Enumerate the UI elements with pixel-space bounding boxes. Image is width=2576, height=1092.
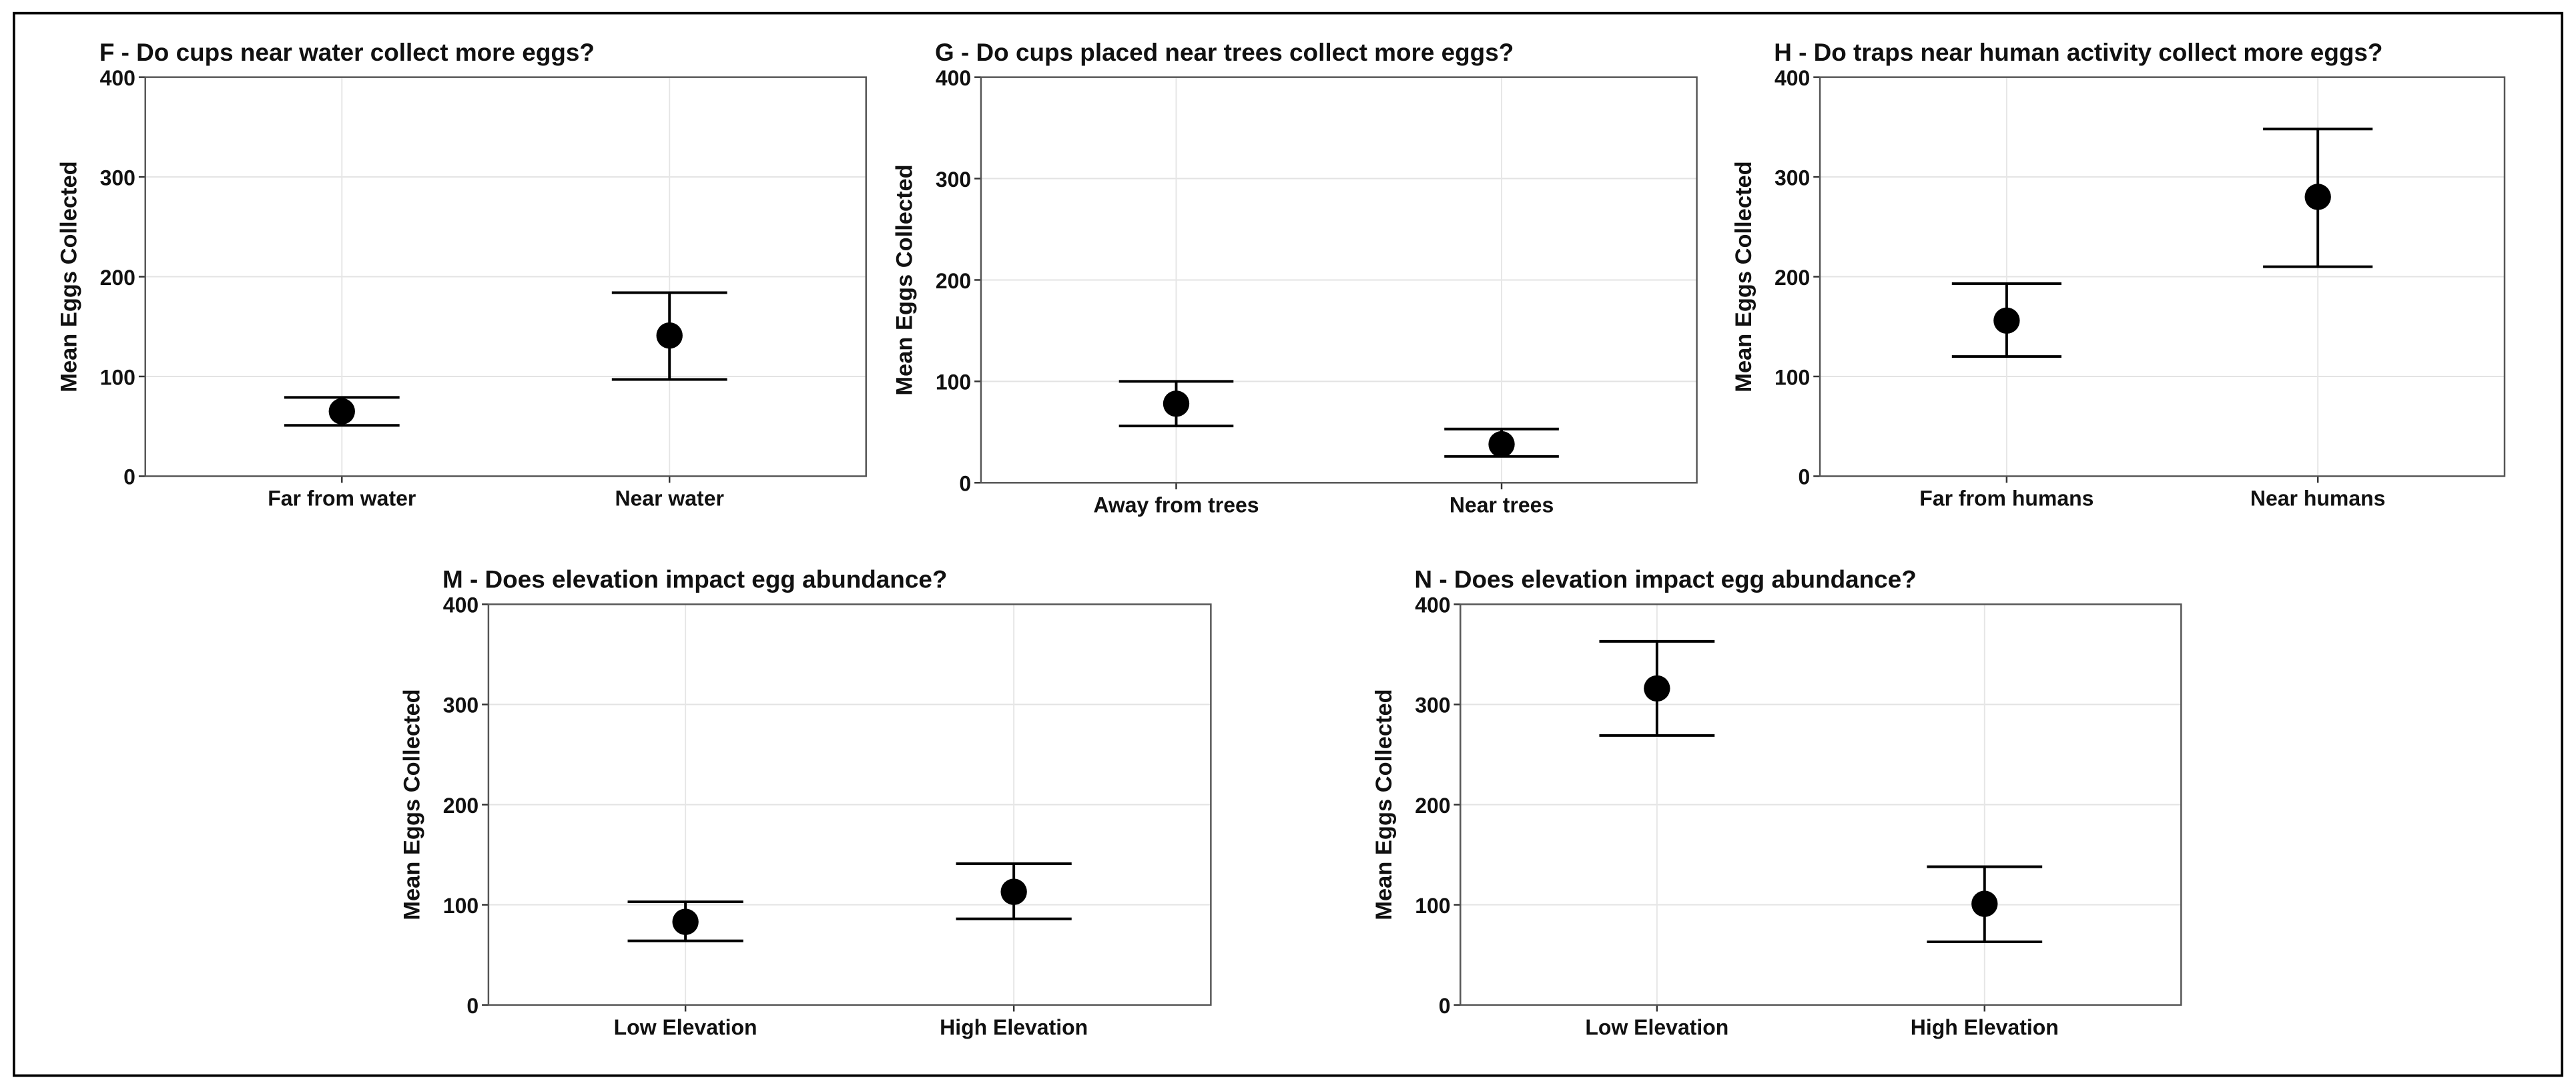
x-tick-label: Low Elevation xyxy=(1585,1015,1728,1039)
y-tick-label: 200 xyxy=(1775,266,1810,290)
y-tick-label: 100 xyxy=(443,894,478,918)
chart-title: F - Do cups near water collect more eggs… xyxy=(99,39,595,66)
mean-point xyxy=(672,908,699,935)
y-axis-label: Mean Eggs Collected xyxy=(400,689,425,920)
x-tick-label: Near water xyxy=(615,487,723,511)
y-tick-label: 200 xyxy=(443,794,478,818)
chart-panel: 0 100 200 300 400 Far from humans Near humans H… xyxy=(1731,39,2506,511)
y-tick-label: 300 xyxy=(1775,166,1810,190)
y-tick-label: 300 xyxy=(1415,694,1450,718)
y-tick-label: 0 xyxy=(1799,465,1811,489)
y-tick-label: 200 xyxy=(936,269,971,293)
mean-point xyxy=(2304,184,2331,210)
mean-point xyxy=(1971,890,1998,917)
y-tick-label: 200 xyxy=(1415,794,1450,818)
chart-panel: 0 100 200 300 400 Low Elevation High Elevation… xyxy=(1371,566,2182,1039)
y-tick-label: 300 xyxy=(443,694,478,718)
chart-panel: 0 100 200 300 400 Away from trees Near trees G … xyxy=(892,39,1698,517)
mean-point xyxy=(1488,431,1515,458)
mean-point xyxy=(1644,675,1670,702)
figure-border xyxy=(13,11,2563,1077)
y-tick-label: 400 xyxy=(1415,593,1450,617)
y-tick-label: 300 xyxy=(936,168,971,192)
y-axis-label: Mean Eggs Collected xyxy=(56,161,81,392)
mean-point xyxy=(1993,307,2020,334)
chart-panel: 0 100 200 300 400 Low Elevation High Elevation… xyxy=(400,566,1212,1039)
y-tick-label: 100 xyxy=(936,370,971,394)
mean-point xyxy=(1163,390,1190,417)
plot-border xyxy=(487,603,1212,1006)
y-tick-label: 0 xyxy=(959,472,971,496)
x-tick-label: Away from trees xyxy=(1093,493,1259,517)
y-tick-label: 400 xyxy=(936,66,971,90)
x-tick-label: Near humans xyxy=(2250,487,2386,511)
x-tick-label: Low Elevation xyxy=(614,1015,757,1039)
y-tick-label: 400 xyxy=(1775,66,1810,90)
x-tick-label: Far from humans xyxy=(1919,487,2094,511)
mean-point xyxy=(328,398,355,425)
y-axis-label: Mean Eggs Collected xyxy=(1731,161,1756,392)
y-tick-label: 0 xyxy=(1439,994,1451,1018)
x-tick-label: Near trees xyxy=(1450,493,1554,517)
chart-title: G - Do cups placed near trees collect mo… xyxy=(935,39,1514,66)
y-tick-label: 0 xyxy=(466,994,478,1018)
y-tick-label: 100 xyxy=(100,365,135,389)
y-tick-label: 100 xyxy=(1775,365,1810,389)
x-tick-label: Far from water xyxy=(268,487,416,511)
y-tick-label: 300 xyxy=(100,166,135,190)
y-tick-label: 100 xyxy=(1415,894,1450,918)
chart-panel: 0 100 200 300 400 Far from water Near water F -… xyxy=(56,39,867,511)
x-tick-label: High Elevation xyxy=(1911,1015,2059,1039)
plot-border xyxy=(1819,76,2506,477)
chart-title: M - Does elevation impact egg abundance? xyxy=(442,566,947,593)
plot-border xyxy=(1460,603,2182,1006)
y-tick-label: 200 xyxy=(100,266,135,290)
mean-point xyxy=(1000,878,1027,905)
chart-title: H - Do traps near human activity collect… xyxy=(1774,39,2382,66)
y-tick-label: 0 xyxy=(123,465,135,489)
y-axis-label: Mean Eggs Collected xyxy=(1371,689,1397,920)
chart-title: N - Does elevation impact egg abundance? xyxy=(1414,566,1916,593)
plot-border xyxy=(144,76,867,477)
y-tick-label: 400 xyxy=(100,66,135,90)
y-axis-label: Mean Eggs Collected xyxy=(892,164,918,395)
y-tick-label: 400 xyxy=(443,593,478,617)
mean-point xyxy=(656,322,683,349)
x-tick-label: High Elevation xyxy=(940,1015,1088,1039)
plot-border xyxy=(980,76,1698,484)
